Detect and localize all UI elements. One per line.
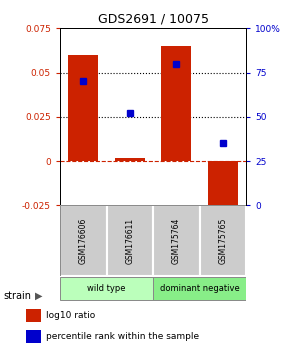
Text: GSM176606: GSM176606 <box>79 217 88 264</box>
Bar <box>26 309 41 322</box>
Text: GSM175765: GSM175765 <box>218 217 227 264</box>
Bar <box>68 55 98 161</box>
Text: ▶: ▶ <box>34 291 42 301</box>
Bar <box>208 161 238 214</box>
Text: strain: strain <box>3 291 31 301</box>
Text: log10 ratio: log10 ratio <box>46 311 95 320</box>
Text: GSM176611: GSM176611 <box>125 218 134 264</box>
Text: dominant negative: dominant negative <box>160 284 239 293</box>
Bar <box>115 158 145 161</box>
Text: wild type: wild type <box>87 284 126 293</box>
Bar <box>200 205 246 276</box>
Bar <box>26 331 41 343</box>
Bar <box>161 46 191 161</box>
Text: percentile rank within the sample: percentile rank within the sample <box>46 332 199 341</box>
Title: GDS2691 / 10075: GDS2691 / 10075 <box>98 13 208 26</box>
Text: GSM175764: GSM175764 <box>172 217 181 264</box>
Bar <box>60 278 153 299</box>
Bar <box>60 205 106 276</box>
Bar <box>106 205 153 276</box>
Bar <box>153 278 246 299</box>
Bar <box>153 205 200 276</box>
